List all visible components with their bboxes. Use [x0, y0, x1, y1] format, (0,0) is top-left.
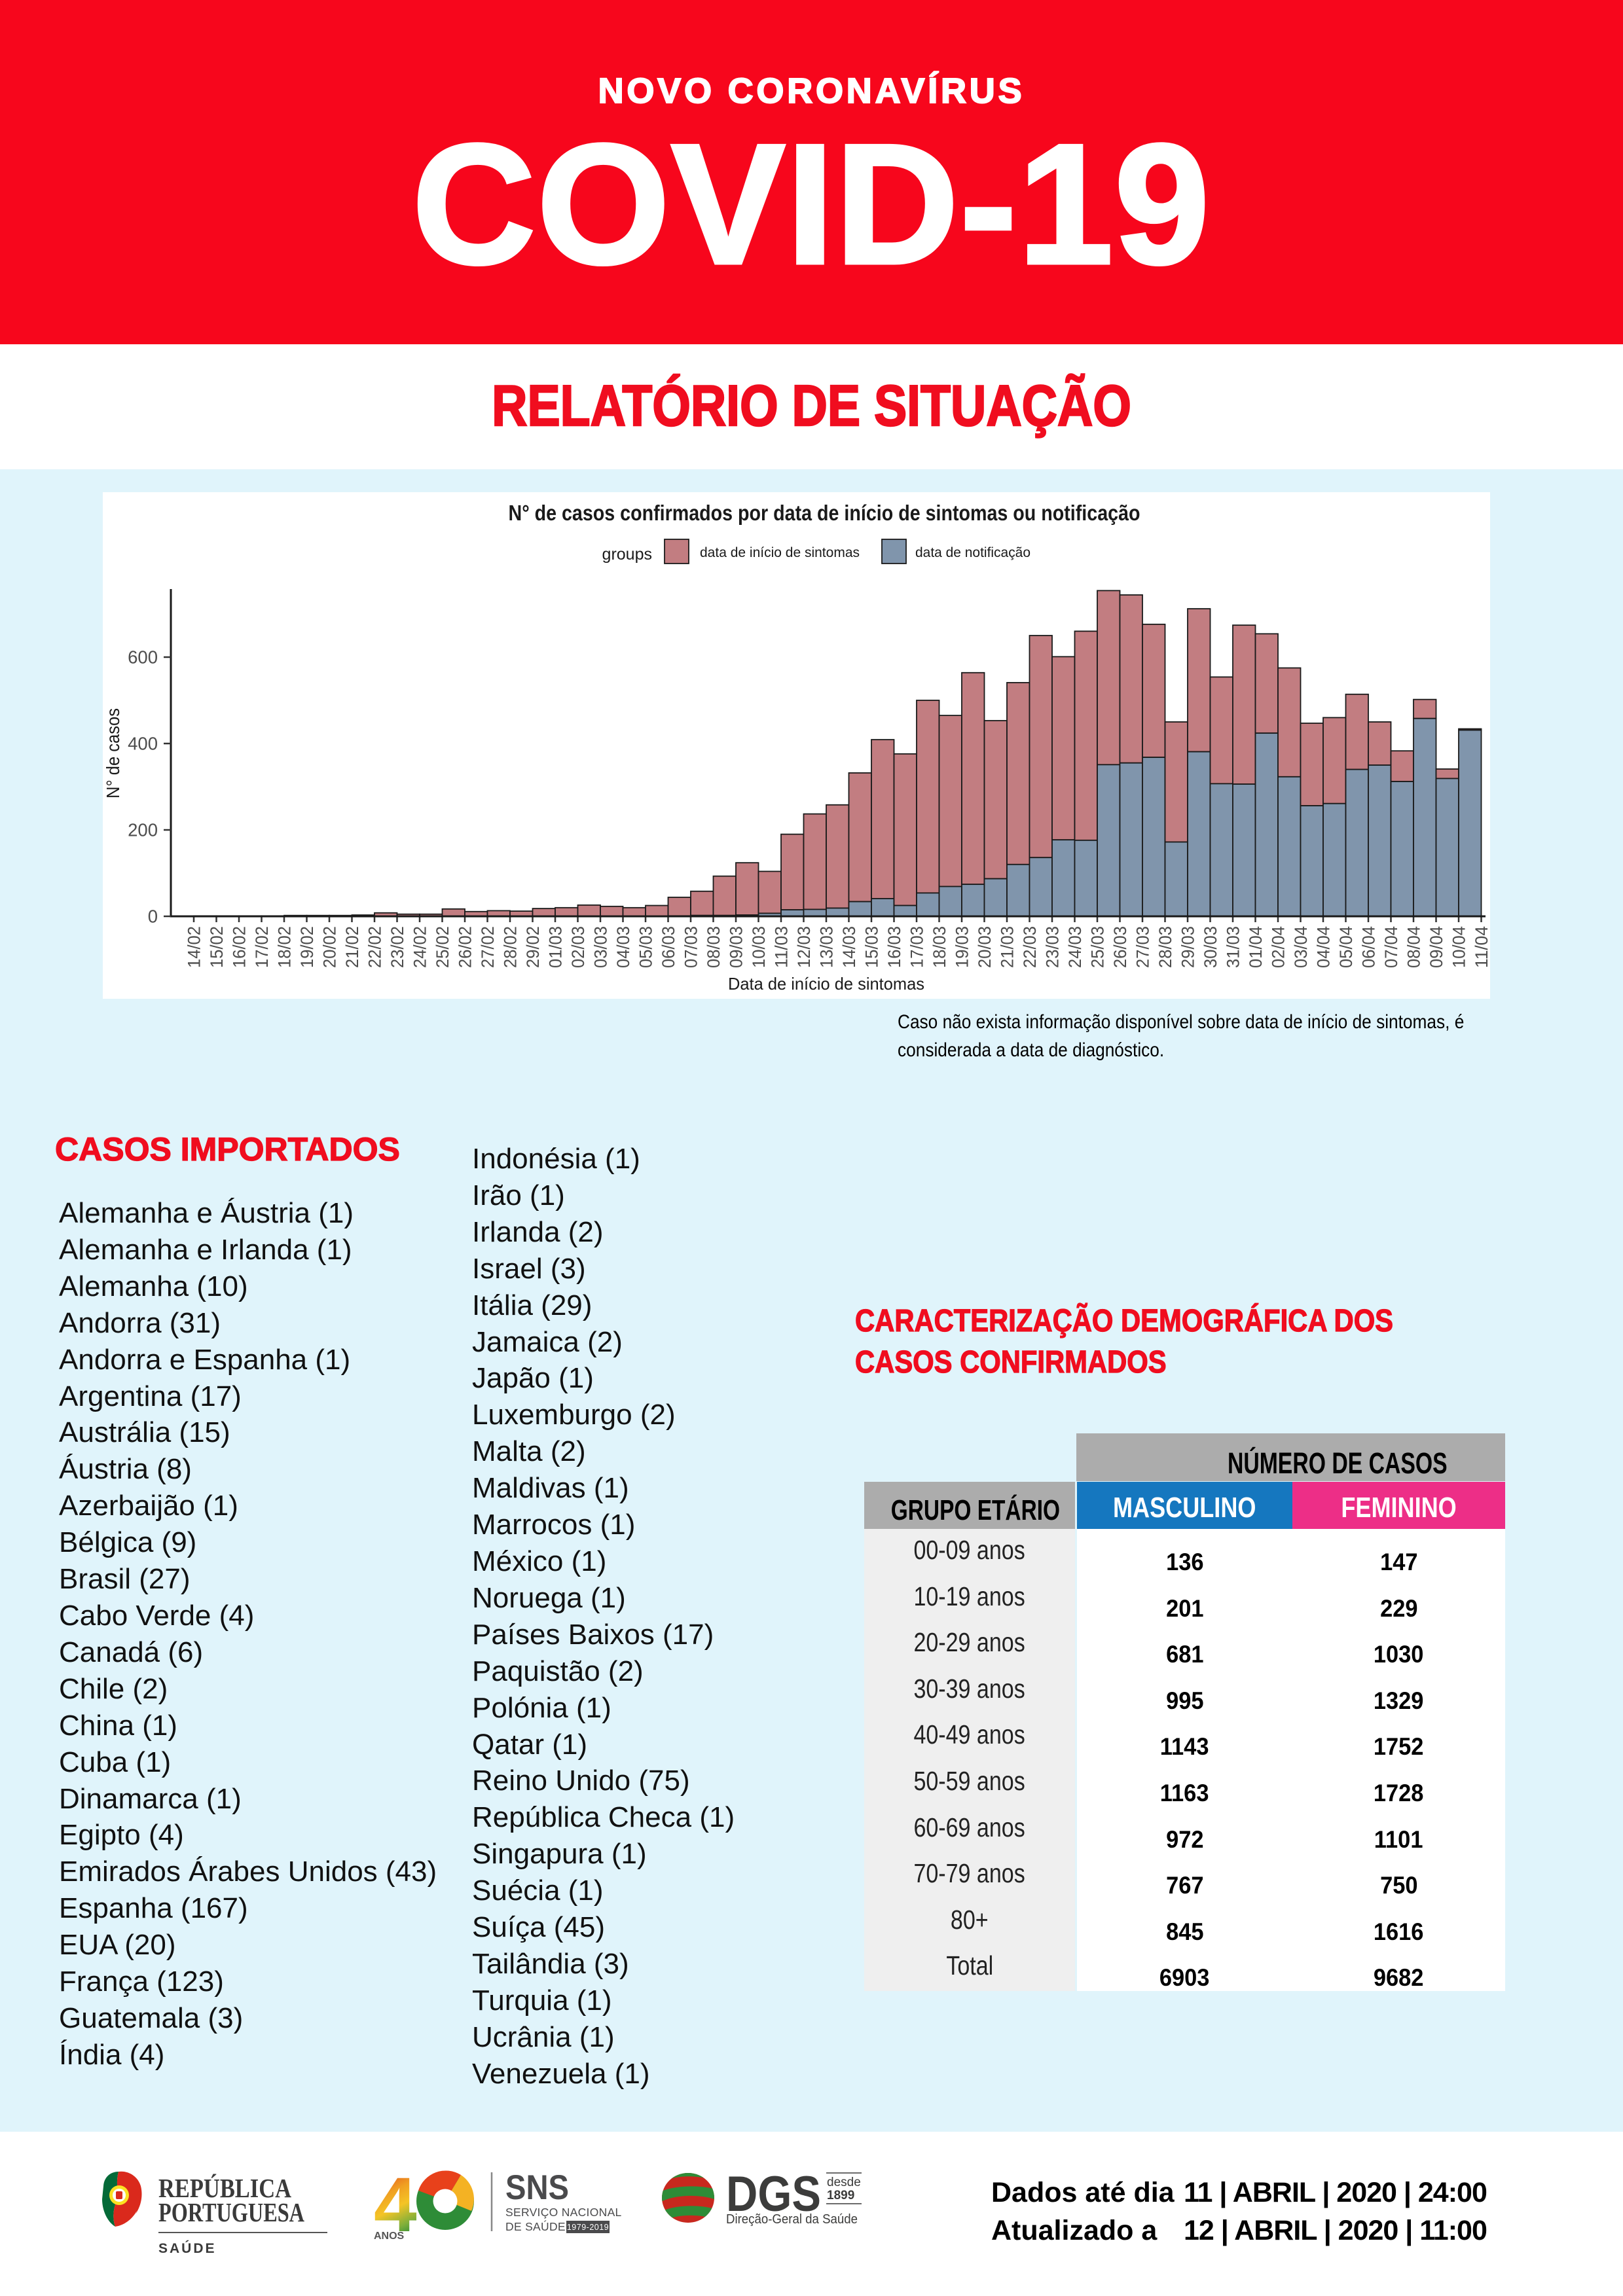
- svg-text:27/02: 27/02: [478, 926, 498, 968]
- svg-text:20/03: 20/03: [975, 926, 994, 968]
- svg-text:24/02: 24/02: [410, 926, 430, 968]
- svg-text:PORTUGUESA: PORTUGUESA: [158, 2197, 304, 2227]
- svg-text:16/03: 16/03: [884, 926, 904, 968]
- svg-text:data de início de sintomas: data de início de sintomas: [700, 545, 860, 560]
- svg-text:SERVIÇO NACIONAL: SERVIÇO NACIONAL: [505, 2206, 622, 2219]
- svg-text:10/03: 10/03: [749, 926, 769, 968]
- svg-text:24/03: 24/03: [1065, 926, 1085, 968]
- svg-text:07/04: 07/04: [1381, 926, 1401, 968]
- svg-text:04/03: 04/03: [613, 926, 633, 968]
- svg-text:06/04: 06/04: [1359, 926, 1379, 968]
- svg-text:17/03: 17/03: [907, 926, 927, 968]
- svg-text:16/02: 16/02: [230, 926, 249, 968]
- svg-text:groups: groups: [602, 545, 652, 564]
- svg-text:data de notificação: data de notificação: [915, 545, 1030, 560]
- svg-text:15/02: 15/02: [207, 926, 227, 968]
- svg-text:07/03: 07/03: [682, 926, 701, 968]
- svg-text:31/03: 31/03: [1224, 926, 1243, 968]
- svg-text:08/04: 08/04: [1404, 926, 1424, 968]
- svg-text:DGS: DGS: [726, 2166, 821, 2222]
- svg-text:Data de início de sintomas: Data de início de sintomas: [728, 974, 924, 994]
- svg-text:28/03: 28/03: [1156, 926, 1175, 968]
- svg-text:N° de casos: N° de casos: [103, 708, 123, 798]
- svg-text:11/04: 11/04: [1472, 926, 1491, 968]
- svg-text:21/02: 21/02: [342, 926, 362, 968]
- svg-text:28/02: 28/02: [501, 926, 520, 968]
- svg-text:REPÚBLICA: REPÚBLICA: [158, 2173, 291, 2203]
- svg-text:27/03: 27/03: [1133, 926, 1153, 968]
- svg-text:19/02: 19/02: [297, 926, 317, 968]
- svg-text:SNS: SNS: [505, 2168, 569, 2207]
- svg-text:18/02: 18/02: [275, 926, 295, 968]
- svg-text:15/03: 15/03: [862, 926, 882, 968]
- svg-text:01/03: 01/03: [546, 926, 566, 968]
- svg-text:Direção-Geral da Saúde: Direção-Geral da Saúde: [726, 2212, 858, 2227]
- svg-text:400: 400: [128, 734, 158, 754]
- svg-text:25/03: 25/03: [1088, 926, 1108, 968]
- svg-text:04/04: 04/04: [1314, 926, 1334, 968]
- svg-text:11/03: 11/03: [772, 926, 792, 968]
- svg-text:17/02: 17/02: [252, 926, 272, 968]
- svg-text:08/03: 08/03: [704, 926, 723, 968]
- svg-text:SAÚDE: SAÚDE: [158, 2240, 217, 2256]
- svg-text:1979-2019: 1979-2019: [567, 2223, 609, 2232]
- svg-text:23/03: 23/03: [1043, 926, 1063, 968]
- svg-text:25/02: 25/02: [433, 926, 452, 968]
- svg-text:26/03: 26/03: [1110, 926, 1130, 968]
- svg-text:200: 200: [128, 820, 158, 840]
- svg-text:14/02: 14/02: [185, 926, 204, 968]
- svg-text:14/03: 14/03: [839, 926, 859, 968]
- svg-text:26/02: 26/02: [456, 926, 475, 968]
- svg-text:29/03: 29/03: [1178, 926, 1198, 968]
- svg-text:19/03: 19/03: [953, 926, 972, 968]
- svg-text:4: 4: [374, 2165, 417, 2244]
- svg-text:23/02: 23/02: [388, 926, 407, 968]
- svg-text:22/03: 22/03: [1020, 926, 1040, 968]
- svg-text:09/04: 09/04: [1427, 926, 1446, 968]
- svg-text:03/04: 03/04: [1291, 926, 1311, 968]
- svg-text:21/03: 21/03: [998, 926, 1017, 968]
- svg-text:1899: 1899: [827, 2189, 854, 2202]
- svg-text:06/03: 06/03: [659, 926, 678, 968]
- svg-text:29/02: 29/02: [523, 926, 543, 968]
- svg-text:10/04: 10/04: [1450, 926, 1469, 968]
- svg-text:03/03: 03/03: [591, 926, 611, 968]
- svg-text:05/03: 05/03: [636, 926, 656, 968]
- svg-text:20/02: 20/02: [320, 926, 340, 968]
- svg-text:0: 0: [148, 906, 158, 927]
- svg-text:600: 600: [128, 647, 158, 668]
- svg-text:18/03: 18/03: [930, 926, 949, 968]
- svg-text:02/03: 02/03: [568, 926, 588, 968]
- svg-text:DE SAÚDE: DE SAÚDE: [505, 2219, 566, 2233]
- svg-text:01/04: 01/04: [1246, 926, 1266, 968]
- svg-text:22/02: 22/02: [365, 926, 385, 968]
- svg-text:30/03: 30/03: [1201, 926, 1220, 968]
- svg-text:12/03: 12/03: [794, 926, 814, 968]
- svg-text:09/03: 09/03: [727, 926, 746, 968]
- svg-text:N° de casos confirmados por da: N° de casos confirmados por data de iníc…: [509, 501, 1140, 525]
- svg-text:13/03: 13/03: [817, 926, 837, 968]
- svg-text:05/04: 05/04: [1336, 926, 1356, 968]
- svg-text:02/04: 02/04: [1269, 926, 1288, 968]
- svg-text:ANOS: ANOS: [374, 2231, 405, 2242]
- svg-text:desde: desde: [827, 2176, 861, 2189]
